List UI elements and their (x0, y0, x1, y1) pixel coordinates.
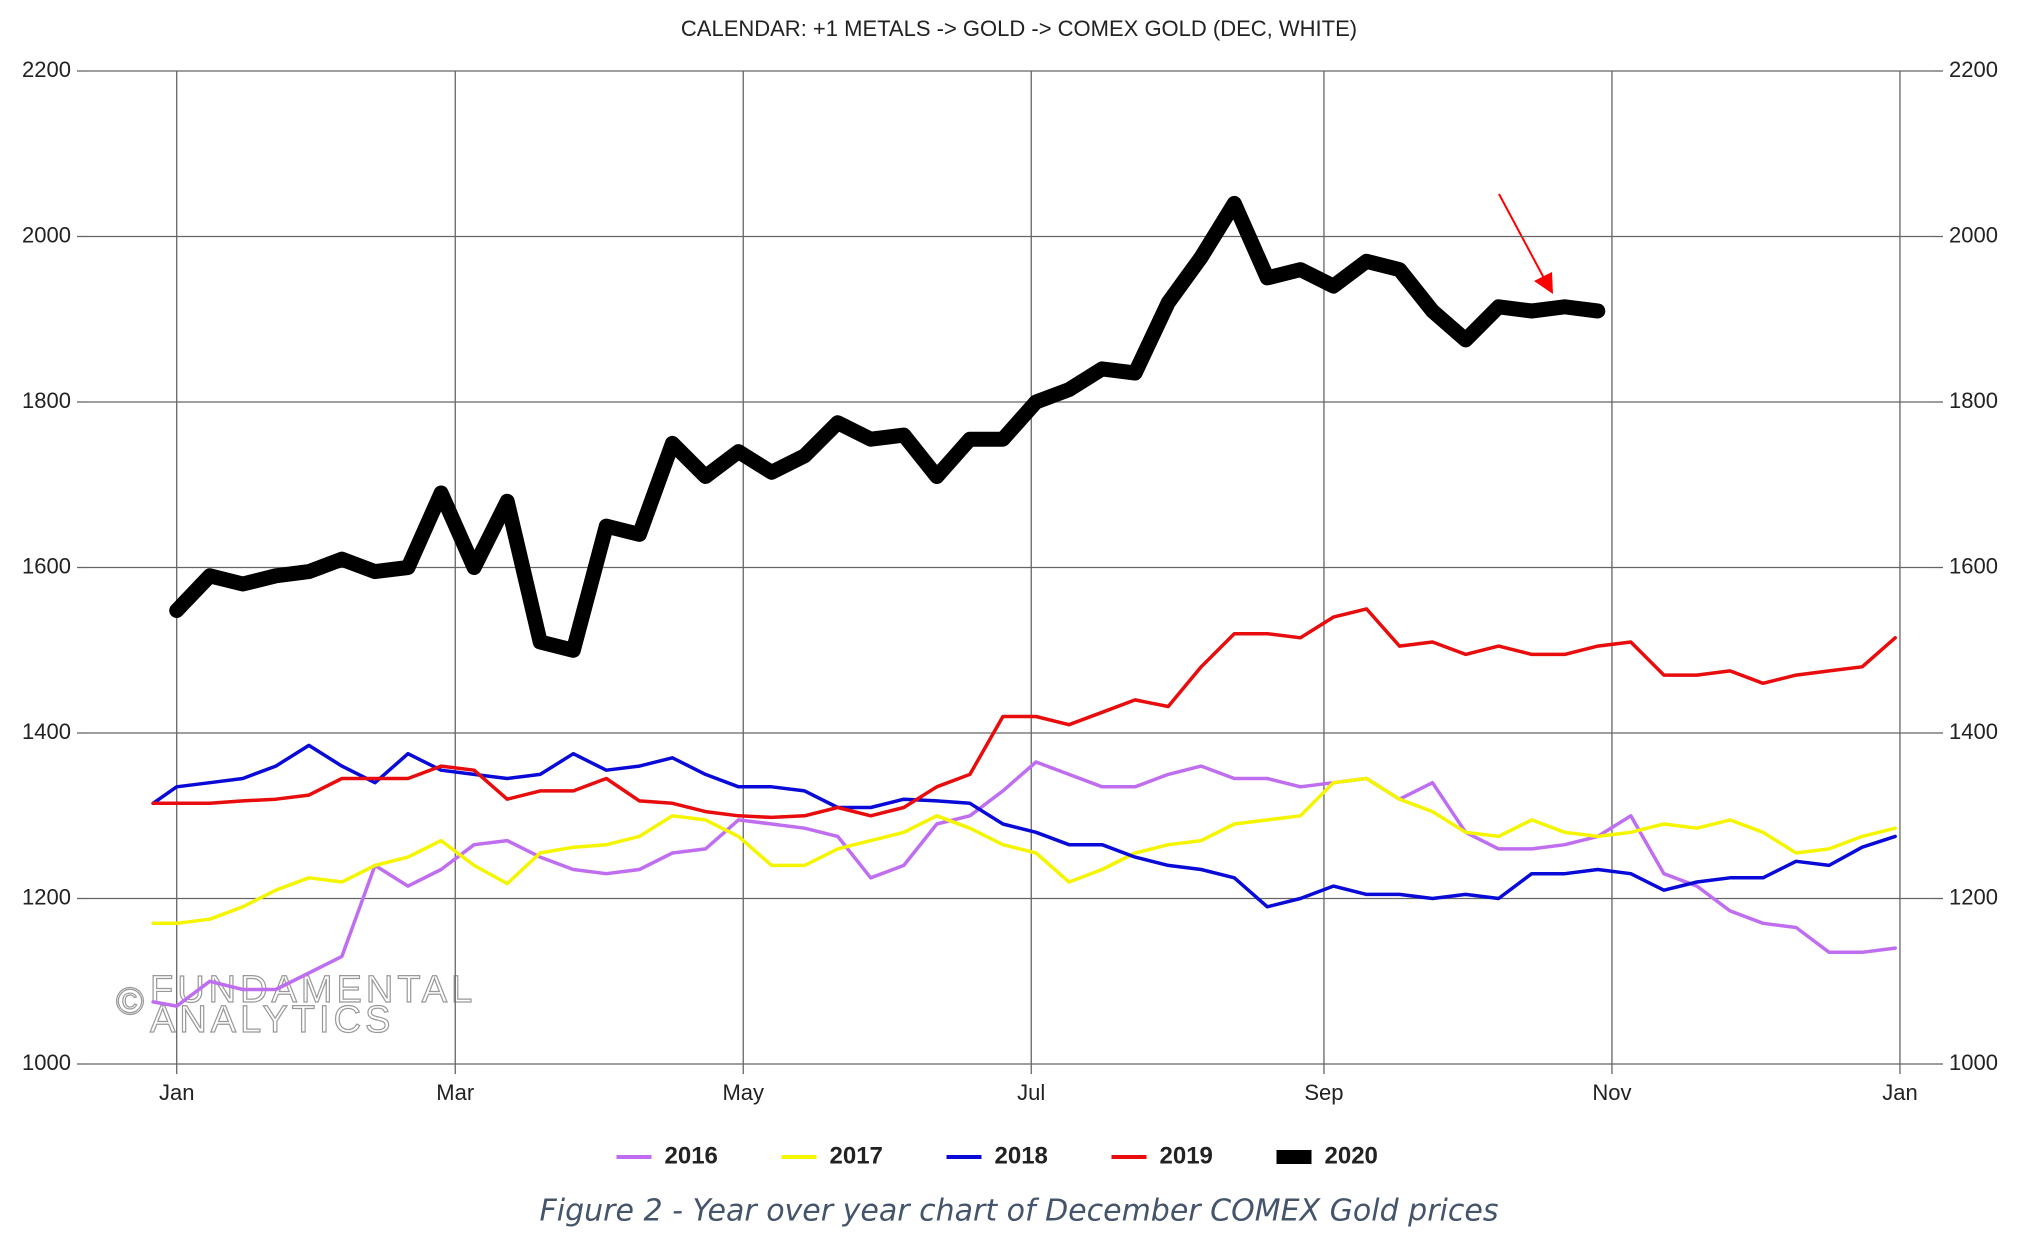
watermark: © (116, 981, 148, 1023)
y2-tick-label: 1600 (1949, 553, 1998, 578)
annotation-arrow (1498, 193, 1553, 294)
series-line (151, 607, 1897, 820)
caption: Figure 2 - Year over year chart of Decem… (540, 1194, 1499, 1229)
legend-label: 2017 (830, 1142, 883, 1169)
series-line (169, 195, 1606, 658)
x-tick-label: May (722, 1080, 764, 1105)
series-line (151, 776, 1897, 926)
legend-label: 2019 (1160, 1142, 1213, 1169)
y-tick-label: 1000 (22, 1050, 71, 1075)
watermark: FUNDAMENTAL (150, 969, 476, 1011)
y2-tick-label: 1800 (1949, 388, 1998, 413)
legend-label: 2016 (665, 1142, 718, 1169)
y-tick-label: 2000 (22, 222, 71, 247)
series-line (151, 760, 1897, 1008)
x-tick-label: Jan (159, 1080, 194, 1105)
y-tick-label: 1600 (22, 553, 71, 578)
y2-tick-label: 1400 (1949, 719, 1998, 744)
y-tick-label: 1400 (22, 719, 71, 744)
legend-label: 2018 (995, 1142, 1048, 1169)
y2-tick-label: 1000 (1949, 1050, 1998, 1075)
y2-tick-label: 2200 (1949, 57, 1998, 82)
x-tick-label: Jul (1017, 1080, 1045, 1105)
y-tick-label: 1800 (22, 388, 71, 413)
y-tick-label: 1200 (22, 884, 71, 909)
x-tick-label: Mar (436, 1080, 474, 1105)
x-tick-label: Nov (1592, 1080, 1631, 1105)
x-tick-label: Jan (1882, 1080, 1917, 1105)
y2-tick-label: 1200 (1949, 884, 1998, 909)
y2-tick-label: 2000 (1949, 222, 1998, 247)
chart-title: CALENDAR: +1 METALS -> GOLD -> COMEX GOL… (681, 16, 1357, 41)
y-tick-label: 2200 (22, 57, 71, 82)
x-tick-label: Sep (1304, 1080, 1343, 1105)
legend-label: 2020 (1325, 1142, 1378, 1169)
watermark: ANALYTICS (150, 999, 394, 1041)
